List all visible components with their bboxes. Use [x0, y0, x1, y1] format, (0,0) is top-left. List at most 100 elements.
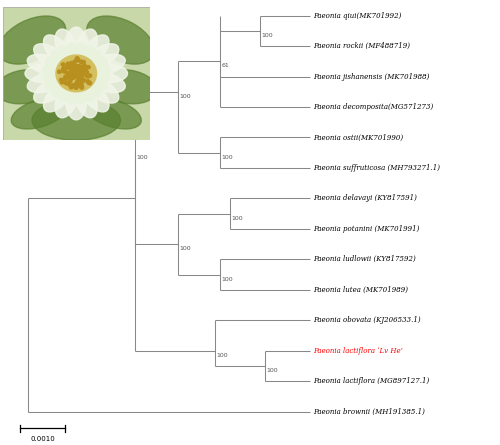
- Circle shape: [76, 58, 80, 61]
- Circle shape: [80, 84, 84, 88]
- Text: Paeonia decomposita(MG571273): Paeonia decomposita(MG571273): [314, 103, 434, 111]
- Ellipse shape: [51, 50, 76, 73]
- Text: 100: 100: [216, 353, 228, 358]
- Circle shape: [67, 82, 71, 85]
- Circle shape: [74, 86, 78, 89]
- Text: Paeonia jishanensis (MK701988): Paeonia jishanensis (MK701988): [314, 73, 430, 81]
- Ellipse shape: [42, 63, 74, 78]
- Circle shape: [80, 65, 84, 69]
- Circle shape: [73, 69, 77, 72]
- Text: Paeonia rockii (MF488719): Paeonia rockii (MF488719): [314, 42, 410, 50]
- Ellipse shape: [11, 98, 68, 129]
- Ellipse shape: [56, 55, 96, 92]
- Circle shape: [74, 72, 78, 75]
- Circle shape: [72, 72, 76, 75]
- Circle shape: [74, 60, 77, 63]
- Text: Paeonia delavayi (KY817591): Paeonia delavayi (KY817591): [314, 194, 418, 202]
- Circle shape: [73, 66, 76, 69]
- Text: 100: 100: [222, 155, 233, 160]
- Circle shape: [76, 57, 79, 60]
- Circle shape: [72, 72, 76, 75]
- Circle shape: [72, 84, 76, 87]
- Circle shape: [70, 85, 73, 88]
- Circle shape: [78, 78, 82, 81]
- Circle shape: [76, 73, 79, 77]
- Circle shape: [84, 68, 87, 72]
- Circle shape: [68, 67, 72, 70]
- Ellipse shape: [32, 100, 120, 140]
- Circle shape: [88, 74, 92, 77]
- Circle shape: [86, 80, 90, 83]
- Circle shape: [78, 73, 82, 77]
- Circle shape: [82, 71, 86, 74]
- Ellipse shape: [58, 46, 78, 72]
- Circle shape: [76, 72, 80, 76]
- Circle shape: [74, 72, 78, 75]
- Ellipse shape: [80, 80, 109, 112]
- Ellipse shape: [55, 29, 78, 65]
- Circle shape: [78, 72, 82, 75]
- Circle shape: [74, 65, 77, 68]
- Circle shape: [74, 73, 77, 77]
- Text: Paeonia ostii(MK701990): Paeonia ostii(MK701990): [314, 134, 404, 142]
- Circle shape: [74, 72, 78, 75]
- Ellipse shape: [34, 77, 68, 103]
- Circle shape: [76, 75, 80, 78]
- Ellipse shape: [84, 44, 119, 70]
- Circle shape: [68, 73, 72, 76]
- Circle shape: [68, 65, 71, 69]
- Ellipse shape: [65, 76, 82, 104]
- Text: 100: 100: [262, 33, 273, 38]
- Circle shape: [68, 64, 72, 68]
- Ellipse shape: [34, 44, 68, 70]
- Circle shape: [78, 65, 81, 68]
- Circle shape: [74, 74, 77, 77]
- Circle shape: [76, 74, 80, 77]
- Ellipse shape: [27, 72, 66, 93]
- Text: 100: 100: [179, 94, 190, 99]
- Ellipse shape: [46, 72, 74, 90]
- Ellipse shape: [44, 35, 72, 67]
- Ellipse shape: [74, 75, 94, 101]
- Circle shape: [80, 84, 83, 88]
- Text: 0.0010: 0.0010: [30, 436, 55, 442]
- Circle shape: [70, 74, 73, 77]
- Ellipse shape: [74, 29, 98, 65]
- Circle shape: [74, 71, 78, 74]
- Text: 100: 100: [266, 368, 278, 373]
- Circle shape: [76, 70, 80, 73]
- Circle shape: [70, 68, 74, 71]
- Circle shape: [78, 68, 82, 71]
- Ellipse shape: [86, 16, 154, 64]
- Circle shape: [79, 74, 82, 77]
- Circle shape: [74, 64, 77, 68]
- Ellipse shape: [55, 82, 78, 118]
- Ellipse shape: [78, 72, 107, 90]
- Ellipse shape: [0, 70, 54, 104]
- Circle shape: [85, 70, 88, 74]
- Circle shape: [74, 72, 78, 75]
- Circle shape: [82, 72, 86, 76]
- Circle shape: [68, 79, 72, 83]
- Circle shape: [71, 75, 74, 79]
- Circle shape: [72, 72, 75, 75]
- Circle shape: [82, 61, 86, 64]
- Circle shape: [76, 65, 79, 68]
- Ellipse shape: [87, 64, 128, 83]
- Circle shape: [78, 71, 82, 74]
- Ellipse shape: [25, 64, 66, 83]
- Circle shape: [76, 81, 80, 84]
- Circle shape: [64, 75, 68, 78]
- Circle shape: [76, 73, 80, 76]
- Circle shape: [71, 70, 75, 73]
- Ellipse shape: [80, 35, 109, 67]
- Circle shape: [63, 70, 66, 73]
- Ellipse shape: [77, 50, 102, 73]
- Circle shape: [76, 79, 80, 82]
- Text: 100: 100: [179, 246, 190, 251]
- Circle shape: [74, 72, 78, 75]
- Ellipse shape: [86, 72, 126, 93]
- Circle shape: [76, 81, 79, 84]
- Ellipse shape: [85, 98, 141, 129]
- Circle shape: [60, 81, 64, 84]
